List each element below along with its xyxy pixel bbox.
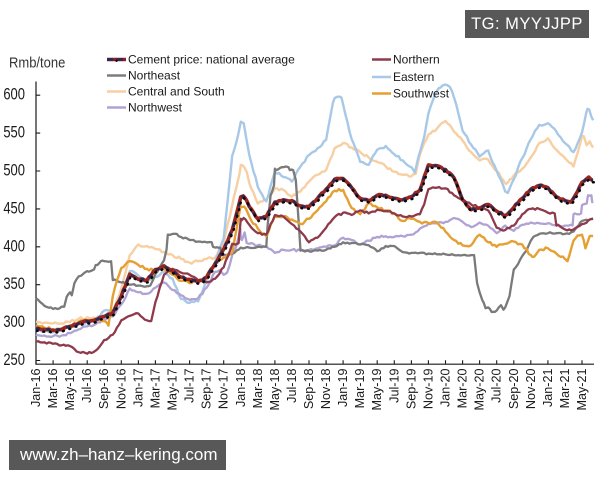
svg-text:Nov-16: Nov-16 (114, 369, 128, 410)
svg-text:Sep-16: Sep-16 (97, 369, 111, 410)
svg-text:Nov-20: Nov-20 (524, 369, 538, 410)
svg-text:Sep-20: Sep-20 (507, 369, 521, 410)
svg-text:Mar-17: Mar-17 (148, 369, 162, 409)
svg-text:Mar-21: Mar-21 (558, 369, 572, 409)
svg-text:Sep-19: Sep-19 (404, 369, 418, 410)
svg-text:Jan-18: Jan-18 (234, 369, 248, 408)
svg-text:Cement price: national average: Cement price: national average (128, 53, 295, 67)
svg-text:400: 400 (3, 238, 25, 256)
svg-text:Jul-19: Jul-19 (387, 369, 401, 403)
svg-text:Eastern: Eastern (393, 70, 434, 84)
svg-text:Jan-21: Jan-21 (541, 369, 555, 408)
svg-text:Mar-18: Mar-18 (251, 369, 265, 409)
svg-text:Northwest: Northwest (128, 101, 183, 115)
svg-text:Mar-20: Mar-20 (456, 369, 470, 409)
svg-text:450: 450 (3, 200, 25, 218)
svg-text:Mar-19: Mar-19 (353, 369, 367, 409)
svg-text:May-19: May-19 (370, 369, 384, 411)
svg-text:Nov-17: Nov-17 (217, 369, 231, 410)
svg-text:Sep-17: Sep-17 (200, 369, 214, 410)
svg-text:Jul-17: Jul-17 (183, 369, 197, 403)
svg-text:Jan-20: Jan-20 (439, 369, 453, 408)
svg-text:Mar-16: Mar-16 (46, 369, 60, 409)
svg-text:May-20: May-20 (473, 369, 487, 411)
svg-text:May-18: May-18 (268, 369, 282, 411)
svg-text:550: 550 (3, 124, 25, 142)
svg-text:Rmb/tone: Rmb/tone (9, 54, 66, 71)
svg-text:Jul-16: Jul-16 (80, 369, 94, 403)
svg-text:May-16: May-16 (63, 369, 77, 411)
svg-text:Southwest: Southwest (393, 87, 450, 101)
svg-text:600: 600 (3, 86, 25, 104)
svg-text:Northeast: Northeast (128, 69, 181, 83)
svg-text:250: 250 (3, 352, 25, 370)
svg-text:Northern: Northern (393, 53, 440, 67)
svg-text:500: 500 (3, 162, 25, 180)
svg-text:350: 350 (3, 276, 25, 294)
svg-text:May-17: May-17 (166, 369, 180, 411)
svg-text:Sep-18: Sep-18 (302, 369, 316, 410)
svg-text:Central and South: Central and South (128, 85, 225, 99)
svg-text:Jan-19: Jan-19 (336, 369, 350, 408)
svg-text:300: 300 (3, 314, 25, 332)
svg-text:Jan-17: Jan-17 (131, 369, 145, 408)
svg-text:Nov-18: Nov-18 (319, 369, 333, 410)
svg-text:Jul-18: Jul-18 (285, 369, 299, 403)
svg-text:Jul-20: Jul-20 (490, 369, 504, 403)
svg-text:May-21: May-21 (575, 369, 589, 411)
svg-text:Nov-19: Nov-19 (421, 369, 435, 410)
svg-text:Jan-16: Jan-16 (29, 369, 43, 408)
